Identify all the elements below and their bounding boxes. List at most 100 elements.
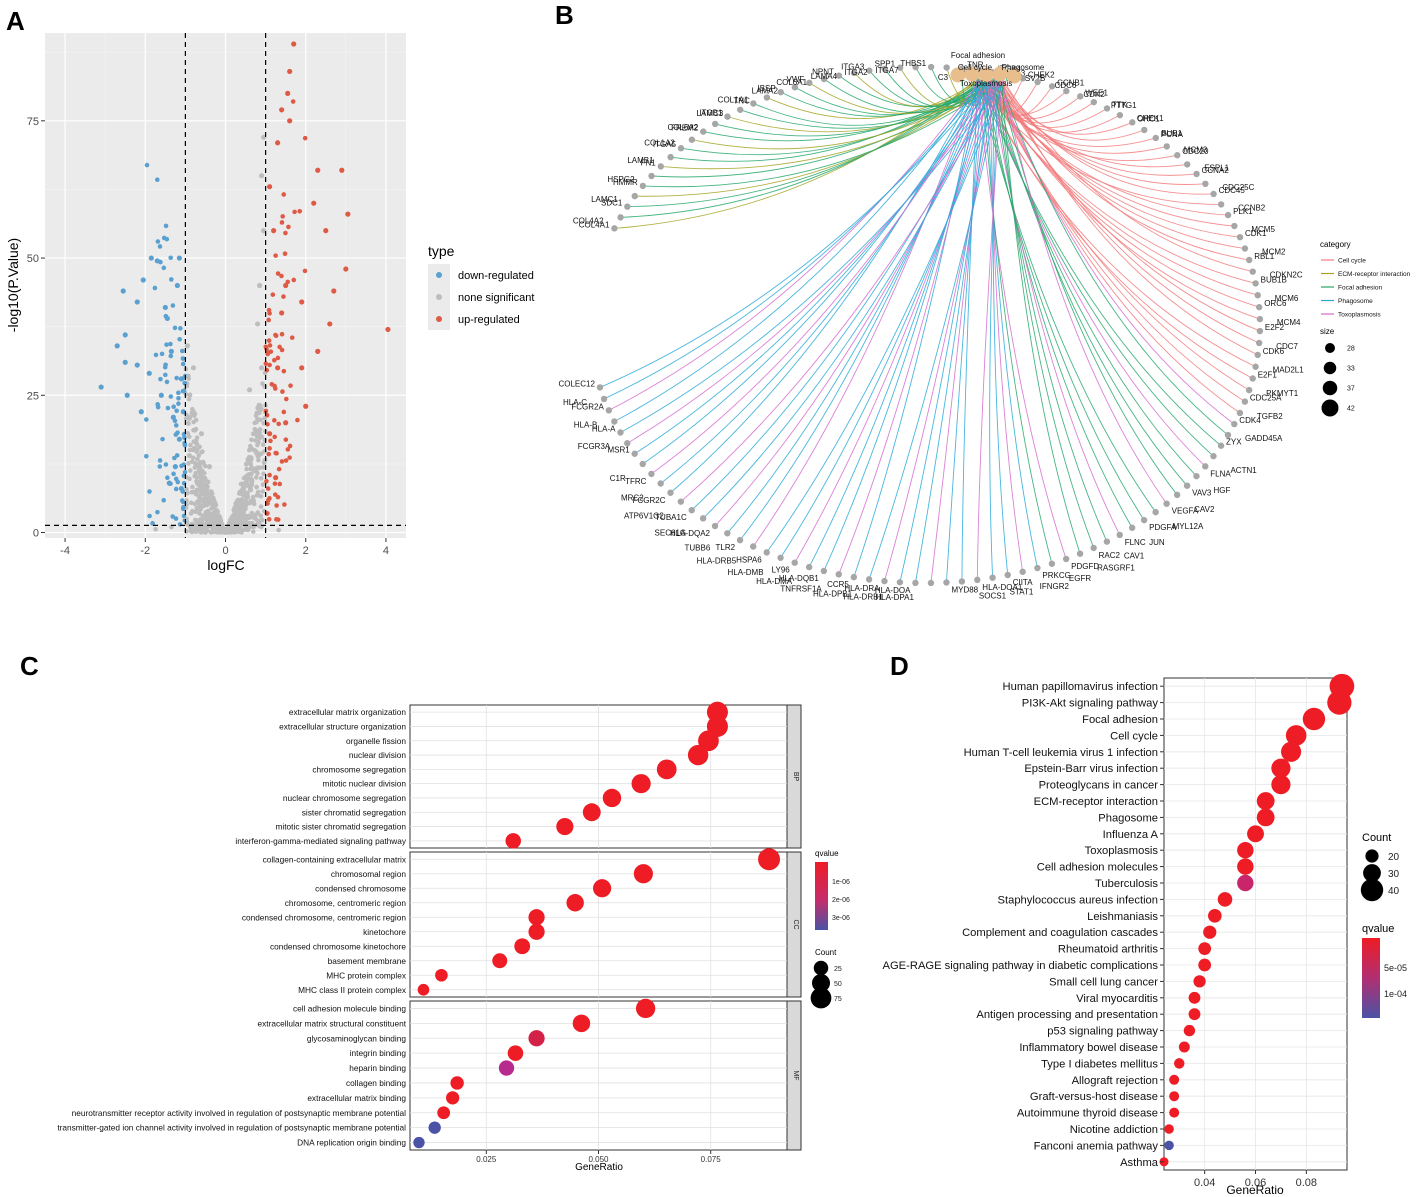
c-point-condensed-chromosome bbox=[593, 879, 612, 898]
c-point-mhc-class-ii-protein-complex bbox=[417, 983, 430, 996]
a-cloud-point bbox=[251, 447, 257, 453]
b-edge-fcgr3a bbox=[627, 81, 999, 444]
a-point-up-regulated bbox=[287, 118, 293, 124]
b-gene-node-cav2 bbox=[1173, 491, 1181, 499]
a-cloud-point bbox=[188, 511, 194, 516]
a-cloud-point bbox=[280, 214, 285, 219]
panel-c-count-title: Count bbox=[815, 948, 837, 957]
a-cloud-point bbox=[262, 384, 268, 389]
b-gene-node-tlr2 bbox=[736, 536, 744, 544]
b-gene-label-cav1: CAV1 bbox=[1124, 552, 1145, 561]
b-gene-label-pdgfa: PDGFA bbox=[1149, 523, 1177, 532]
a-cloud-point bbox=[274, 503, 279, 508]
a-cloud-point bbox=[261, 471, 266, 477]
a-cloud-point bbox=[155, 402, 160, 407]
b-gene-label-col1a2: COL1A2 bbox=[644, 139, 675, 148]
a-cloud-point bbox=[182, 440, 187, 446]
a-cloud-point bbox=[198, 526, 204, 531]
d-term-label-graft-versus-host-disease: Graft-versus-host disease bbox=[1030, 1091, 1158, 1103]
a-cloud-point bbox=[291, 277, 297, 283]
b-gene-label-ccnb1: CCNB1 bbox=[1057, 78, 1085, 87]
panel-a-legend: type down-regulated none significant up-… bbox=[428, 243, 534, 330]
a-cloud-point bbox=[184, 522, 190, 527]
a-cloud-point bbox=[275, 355, 281, 361]
b-edge-hla-dra bbox=[884, 79, 999, 582]
a-cloud-point bbox=[186, 396, 192, 402]
a-point-up-regulated bbox=[327, 321, 333, 327]
b-gene-label-socs1: SOCS1 bbox=[979, 591, 1007, 600]
d-point-rheumatoid-arthritis bbox=[1198, 942, 1212, 955]
d-qvalue-tick-label: 1e-04 bbox=[1384, 989, 1407, 999]
d-term-label-tuberculosis: Tuberculosis bbox=[1095, 878, 1158, 890]
b-gene-label-lamc3: LAMC3 bbox=[697, 109, 724, 118]
b-gene-label-cdc7: CDC7 bbox=[1276, 342, 1298, 351]
d-qvalue-tick-label: 5e-05 bbox=[1384, 963, 1407, 973]
panel-d-term-labels: Human papillomavirus infection PI3K-Akt s… bbox=[883, 681, 1164, 1169]
a-cloud-point bbox=[283, 230, 288, 236]
panel-d-count-keys: 20 30 40 bbox=[1360, 849, 1400, 902]
c-point-chromosomal-region bbox=[633, 864, 653, 884]
d-term-label-viral-myocarditis: Viral myocarditis bbox=[1076, 993, 1158, 1005]
panel-b-term-nodes: Focal adhesion Cell cycle Phagosome Toxopla… bbox=[938, 51, 1045, 88]
c-point-basement-membrane bbox=[492, 953, 508, 969]
panel-a-threshold-lines bbox=[45, 33, 406, 538]
a-cloud-point bbox=[184, 487, 189, 492]
a-cloud-point bbox=[287, 443, 293, 449]
a-cloud-point bbox=[258, 504, 264, 509]
b-gene-label-cdk1: CDK1 bbox=[1245, 229, 1267, 238]
a-cloud-point bbox=[161, 497, 167, 503]
d-term-label-phagosome: Phagosome bbox=[1098, 812, 1158, 824]
c-point-nuclear-division bbox=[687, 744, 709, 766]
d-term-label-fanconi-anemia-pathway: Fanconi anemia pathway bbox=[1034, 1140, 1159, 1152]
a-cloud-point bbox=[169, 277, 174, 282]
a-cloud-point bbox=[163, 223, 169, 229]
b-gene-node-myd88 bbox=[943, 579, 950, 586]
a-cloud-point bbox=[197, 503, 202, 509]
a-cloud-point bbox=[256, 457, 261, 463]
b-edge-actn1 bbox=[981, 79, 1214, 457]
d-point-pi3k-akt-signaling-pathway bbox=[1327, 690, 1352, 715]
a-cloud-point bbox=[255, 510, 261, 515]
a-cloud-point bbox=[164, 379, 170, 385]
a-cloud-point bbox=[191, 439, 197, 444]
a-cloud-point bbox=[288, 383, 293, 388]
b-edge-tuba1c bbox=[691, 77, 999, 511]
b-gene-label-hla-c: HLA-C bbox=[563, 398, 587, 407]
b-gene-label-itga2: ITGA2 bbox=[845, 68, 869, 77]
b-edge-colec12 bbox=[599, 81, 991, 388]
b-gene-label-cdk2: CDK2 bbox=[1083, 90, 1105, 99]
b-gene-label-mcm3: MCM3 bbox=[1184, 145, 1208, 154]
b-edge-cdk6 bbox=[1001, 81, 1258, 356]
c-x-tick-label: 0.075 bbox=[701, 1155, 722, 1164]
a-cloud-point bbox=[231, 528, 236, 534]
a-cloud-point bbox=[171, 471, 176, 477]
a-cloud-point bbox=[276, 527, 281, 533]
b-gene-label-hla-dpa1: HLA-DPA1 bbox=[875, 593, 914, 602]
a-cloud-point bbox=[199, 449, 204, 455]
a-point-up-regulated bbox=[299, 299, 305, 305]
a-cloud-point bbox=[236, 529, 241, 534]
a-cloud-point bbox=[235, 518, 240, 523]
panel-d-qvalue-ticks: 5e-05 1e-04 bbox=[1384, 963, 1407, 999]
b-term-node bbox=[950, 67, 966, 83]
a-cloud-point bbox=[263, 361, 269, 366]
a-cloud-point bbox=[289, 335, 295, 340]
d-point-viral-myocarditis bbox=[1188, 991, 1201, 1004]
a-cloud-point bbox=[245, 527, 251, 533]
a-point-down-regulated bbox=[140, 277, 146, 283]
b-gene-node-wee1 bbox=[1077, 93, 1084, 100]
b-gene-node-rac2 bbox=[1090, 544, 1097, 552]
a-cloud-point bbox=[186, 461, 191, 466]
c-term-label-collagen-binding: collagen binding bbox=[346, 1078, 406, 1088]
a-point-up-regulated bbox=[339, 167, 345, 173]
a-cloud-point bbox=[204, 528, 210, 534]
b-gene-label-mad2l1: MAD2L1 bbox=[1273, 366, 1305, 375]
c-term-label-condensed-chromosome-centromeric-region: condensed chromosome, centromeric region bbox=[242, 912, 407, 922]
panel-c-go-dotplot: BP extracellular matrix organization extra… bbox=[57, 701, 850, 1173]
c-facet-bp: BP extracellular matrix organization extra… bbox=[235, 701, 802, 849]
a-point-up-regulated bbox=[323, 228, 329, 234]
d-term-label-complement-and-coagulation-cascades: Complement and coagulation cascades bbox=[962, 927, 1158, 939]
a-point-down-regulated bbox=[162, 304, 168, 311]
b-gene-node-col4a1 bbox=[611, 225, 618, 232]
b-gene-node-tnfrsf1a bbox=[835, 571, 842, 578]
